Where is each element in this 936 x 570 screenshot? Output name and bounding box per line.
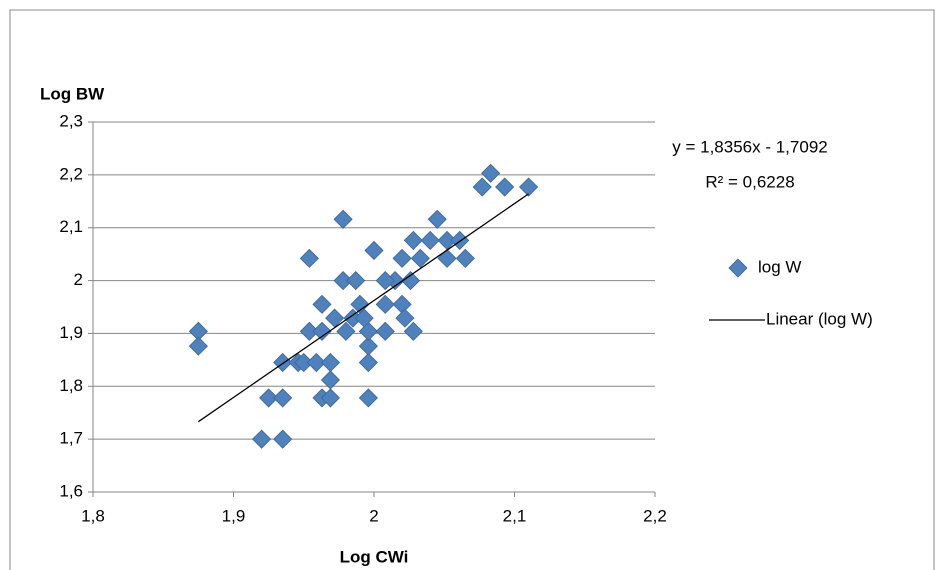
data-point (333, 209, 353, 229)
x-tick-label: 2,2 (643, 506, 667, 525)
data-point (375, 294, 395, 314)
data-point (273, 388, 293, 408)
data-point (259, 388, 279, 408)
data-point (252, 429, 272, 449)
y-tick-label: 2 (74, 270, 83, 289)
y-tick-label: 2,3 (59, 111, 83, 130)
legend-label: Linear (log W) (766, 309, 873, 328)
data-point (336, 321, 356, 341)
chart-border (9, 9, 935, 570)
data-point (364, 240, 384, 261)
data-point (437, 248, 457, 268)
trendline (198, 193, 529, 423)
r-squared: R² = 0,6228 (705, 172, 794, 191)
data-point (403, 230, 423, 250)
trend-equation: y = 1,8356x - 1,7092 (672, 137, 827, 156)
data-point (358, 321, 378, 341)
x-tick-label: 1,9 (222, 506, 246, 525)
data-point (450, 230, 470, 250)
data-point (495, 177, 515, 197)
data-point (333, 271, 353, 291)
data-point (299, 321, 319, 341)
data-point (294, 352, 314, 373)
data-point (392, 248, 412, 268)
data-point (188, 336, 208, 356)
data-point (354, 308, 374, 328)
data-point (358, 388, 378, 408)
legend-marker (728, 258, 748, 278)
y-tick-label: 2,1 (59, 217, 83, 236)
data-point (325, 308, 345, 328)
data-point (346, 271, 366, 291)
data-point (392, 294, 412, 314)
data-point (518, 177, 539, 197)
data-point (395, 308, 415, 328)
y-tick-label: 1,6 (59, 481, 83, 500)
y-tick-label: 1,7 (59, 429, 83, 448)
legend-label: log W (758, 257, 801, 276)
x-tick-label: 1,8 (81, 506, 105, 525)
data-point (312, 294, 332, 314)
data-point (306, 352, 326, 373)
data-point (375, 271, 395, 291)
x-tick-label: 2 (369, 506, 378, 525)
data-point (403, 321, 423, 341)
data-point (375, 321, 395, 341)
data-point (420, 230, 440, 250)
data-point (320, 352, 341, 373)
data-point (472, 177, 492, 197)
y-axis-label: Log BW (40, 84, 105, 103)
data-point (410, 248, 430, 268)
data-point (273, 429, 293, 449)
data-point (320, 388, 341, 408)
data-point (455, 248, 475, 268)
y-tick-label: 1,9 (59, 323, 83, 342)
data-point (400, 271, 421, 291)
data-point (312, 321, 332, 341)
data-point (358, 352, 378, 373)
data-point (299, 248, 319, 268)
data-point (358, 336, 378, 356)
x-tick-label: 2,1 (503, 506, 527, 525)
y-tick-label: 2,2 (59, 164, 83, 183)
y-tick-label: 1,8 (59, 376, 83, 395)
data-point (481, 163, 501, 183)
data-point (427, 209, 447, 229)
x-axis-label: Log CWi (340, 547, 409, 566)
